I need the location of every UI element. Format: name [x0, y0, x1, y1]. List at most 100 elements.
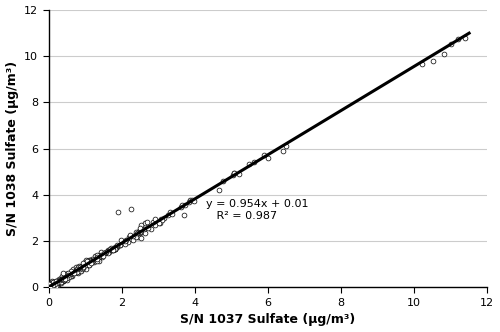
Point	[80, 260, 88, 266]
Point	[230, 170, 238, 176]
Point	[106, 245, 114, 251]
Point	[46, 285, 54, 290]
Point	[99, 253, 107, 259]
Point	[63, 273, 71, 279]
Point	[86, 259, 94, 264]
Point	[87, 258, 95, 264]
Point	[85, 257, 93, 262]
Point	[88, 256, 96, 261]
Point	[59, 275, 67, 280]
Point	[134, 235, 142, 240]
Point	[52, 280, 60, 285]
Point	[114, 209, 122, 214]
Point	[110, 246, 118, 251]
Point	[124, 240, 132, 245]
Point	[56, 277, 64, 283]
Point	[78, 265, 86, 271]
Point	[88, 260, 96, 265]
Point	[140, 226, 148, 232]
Point	[87, 258, 95, 264]
Point	[78, 266, 86, 272]
Point	[46, 282, 54, 287]
Point	[230, 173, 237, 178]
Point	[440, 51, 448, 56]
Point	[61, 276, 69, 282]
Point	[46, 285, 54, 290]
Point	[100, 250, 108, 255]
Point	[144, 225, 152, 231]
Point	[80, 260, 88, 266]
Point	[160, 215, 168, 221]
Point	[60, 277, 68, 283]
Point	[74, 269, 82, 274]
Point	[94, 256, 102, 261]
Point	[77, 266, 85, 272]
Point	[50, 281, 58, 286]
Point	[129, 233, 137, 239]
Point	[55, 280, 63, 285]
Point	[117, 237, 125, 243]
Point	[136, 235, 144, 240]
Point	[80, 264, 88, 269]
Point	[49, 279, 57, 285]
Point	[98, 250, 106, 256]
Point	[190, 199, 198, 204]
Point	[97, 252, 105, 257]
Point	[48, 283, 56, 289]
Point	[74, 268, 82, 273]
Point	[54, 278, 62, 283]
Point	[46, 283, 54, 288]
Point	[58, 270, 66, 276]
Point	[186, 197, 194, 202]
Point	[82, 262, 90, 267]
Point	[45, 285, 53, 290]
Point	[120, 241, 128, 247]
Point	[85, 260, 93, 265]
Point	[166, 209, 173, 215]
Point	[111, 246, 119, 251]
Point	[52, 281, 60, 287]
Point	[62, 275, 70, 280]
Point	[104, 247, 112, 252]
Point	[54, 282, 62, 287]
Point	[62, 272, 70, 277]
Point	[55, 277, 63, 282]
Point	[56, 278, 64, 284]
Point	[113, 243, 121, 249]
Point	[45, 283, 53, 289]
Point	[78, 264, 86, 270]
Point	[168, 211, 176, 217]
Point	[48, 280, 56, 285]
Point	[90, 259, 98, 264]
Point	[97, 249, 105, 255]
Point	[88, 258, 96, 263]
Point	[64, 271, 72, 276]
Point	[74, 266, 82, 271]
Point	[111, 244, 119, 249]
Point	[47, 282, 55, 287]
Point	[116, 243, 124, 248]
Point	[60, 274, 68, 279]
Point	[102, 251, 110, 256]
Point	[82, 262, 90, 268]
Point	[53, 281, 61, 286]
Point	[132, 229, 140, 235]
Point	[136, 230, 143, 235]
Point	[58, 278, 66, 283]
Point	[140, 220, 148, 225]
Point	[127, 236, 135, 242]
Point	[64, 272, 72, 278]
Point	[88, 258, 96, 264]
Point	[158, 216, 166, 221]
Point	[136, 229, 144, 234]
Point	[58, 278, 66, 283]
Point	[72, 268, 80, 273]
Point	[58, 278, 66, 283]
Point	[418, 61, 426, 67]
Point	[63, 272, 71, 277]
Point	[158, 217, 166, 223]
Point	[92, 256, 100, 261]
Point	[74, 264, 82, 269]
Point	[53, 279, 61, 285]
Point	[52, 281, 60, 286]
